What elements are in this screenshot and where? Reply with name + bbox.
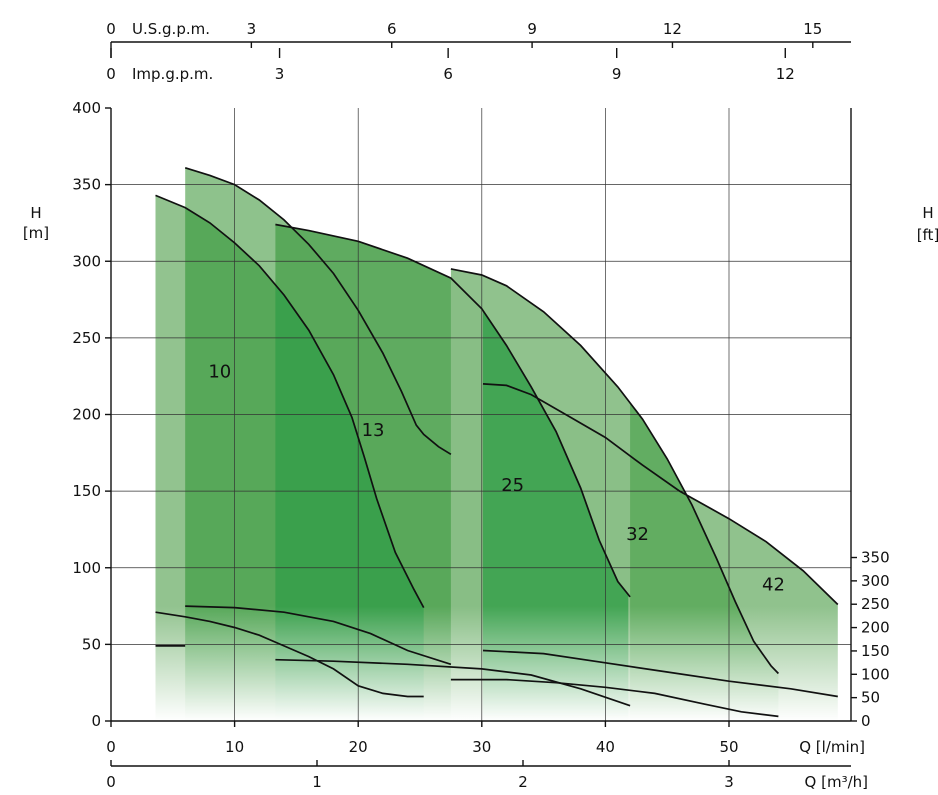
x-main-label-50: 50 [719, 738, 738, 756]
head-curve-13 [184, 166, 452, 456]
y-right-label-50: 50 [861, 689, 880, 707]
axes [105, 41, 857, 767]
x-main-label-0: 0 [106, 738, 116, 756]
y-left-label-350: 350 [72, 176, 101, 194]
y-right-label-250: 250 [861, 595, 890, 613]
y-left-title: H [30, 204, 41, 222]
y-left-label-200: 200 [72, 406, 101, 424]
x-usgpm-label-15: 15 [803, 20, 822, 38]
x-main-label-30: 30 [472, 738, 491, 756]
x-main-label-40: 40 [596, 738, 615, 756]
power-curve-13 [185, 605, 452, 666]
curve-label-32: 32 [626, 524, 649, 545]
curve-label-10: 10 [208, 362, 231, 383]
y-left-unit: [m] [23, 224, 49, 242]
y-left-label-0: 0 [91, 712, 101, 730]
x-m3h-label-0: 0 [106, 773, 116, 791]
y-left-label-100: 100 [72, 559, 101, 577]
labels: 050100150200250300350400H[m]050100150200… [23, 20, 938, 791]
y-right-label-0: 0 [861, 712, 871, 730]
y-right-title: H [922, 204, 933, 222]
power-curve-32 [450, 678, 779, 718]
y-right-label-150: 150 [861, 642, 890, 660]
x-impgpm-label-12: 12 [776, 65, 795, 83]
x-impgpm-label-0: 0 [106, 65, 116, 83]
head-curve-10 [155, 194, 425, 609]
y-left-label-50: 50 [82, 635, 101, 653]
x-usgpm-label-3: 3 [247, 20, 257, 38]
x-m3h-label-3: 3 [724, 773, 734, 791]
grid-lines [111, 108, 851, 721]
x-main-title: Q [l/min] [799, 738, 865, 756]
head-curve-42 [482, 383, 839, 606]
head-curve-32 [450, 268, 780, 675]
y-left-label-250: 250 [72, 329, 101, 347]
y-right-label-200: 200 [861, 619, 890, 637]
curve-label-13: 13 [362, 420, 385, 441]
coverage-areas [111, 167, 851, 722]
y-left-label-300: 300 [72, 252, 101, 270]
y-right-label-100: 100 [861, 665, 890, 683]
x-usgpm-label-0: 0 [106, 20, 116, 38]
fade-band [111, 606, 851, 721]
power-curve-42 [482, 649, 838, 698]
curve-label-42: 42 [762, 575, 785, 596]
y-right-label-350: 350 [861, 549, 890, 567]
power-curve-25 [275, 658, 631, 707]
x-impgpm-title: Imp.g.p.m. [132, 65, 213, 83]
x-impgpm-label-3: 3 [275, 65, 285, 83]
x-m3h-title: Q [m³/h] [805, 773, 868, 791]
x-usgpm-label-12: 12 [663, 20, 682, 38]
x-usgpm-title: U.S.g.p.m. [132, 20, 210, 38]
y-right-unit: [ft] [917, 226, 938, 244]
y-right-label-300: 300 [861, 572, 890, 590]
x-usgpm-label-9: 9 [527, 20, 537, 38]
y-left-label-150: 150 [72, 482, 101, 500]
y-left-label-400: 400 [72, 99, 101, 117]
head-curve-25 [275, 223, 631, 598]
x-impgpm-label-6: 6 [443, 65, 453, 83]
x-m3h-label-2: 2 [518, 773, 528, 791]
x-main-label-20: 20 [349, 738, 368, 756]
x-usgpm-label-6: 6 [387, 20, 397, 38]
x-main-label-10: 10 [225, 738, 244, 756]
curves [155, 166, 839, 718]
x-impgpm-label-9: 9 [612, 65, 622, 83]
curve-label-25: 25 [501, 475, 524, 496]
x-m3h-label-1: 1 [312, 773, 322, 791]
power-curve-10 [155, 611, 424, 698]
